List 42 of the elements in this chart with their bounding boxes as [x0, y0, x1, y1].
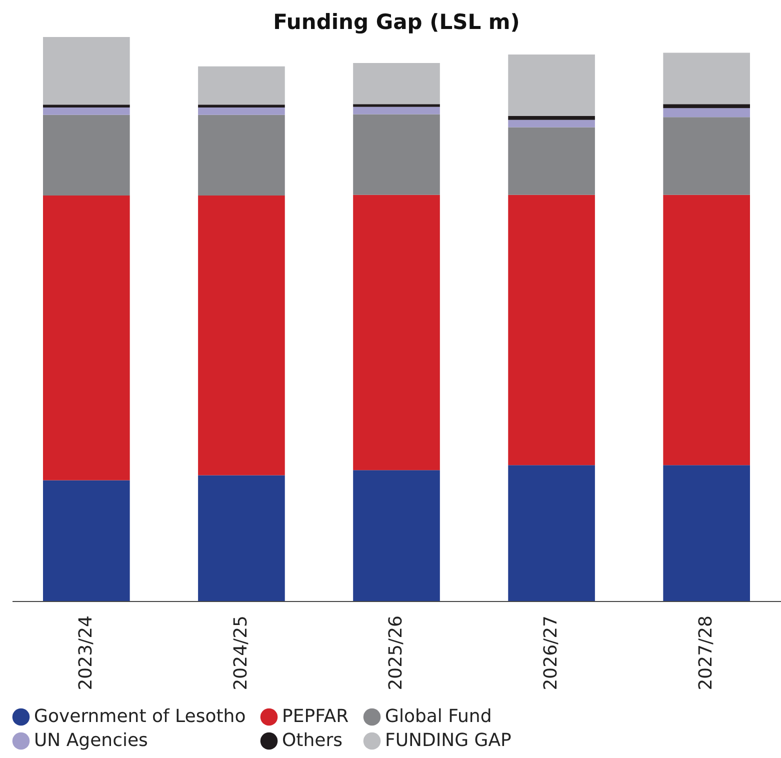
- bar: [43, 108, 130, 115]
- legend-label: Government of Lesotho: [34, 706, 246, 727]
- bar: [198, 195, 285, 476]
- bar: [353, 114, 440, 195]
- bar: [508, 116, 595, 120]
- bar: [198, 114, 285, 196]
- legend-label: FUNDING GAP: [385, 730, 512, 751]
- bar: [663, 465, 750, 601]
- bar: [508, 465, 595, 601]
- bar: [198, 66, 285, 105]
- bar: [663, 52, 750, 104]
- x-tick-label: 2023/24: [75, 616, 96, 690]
- bar: [663, 108, 750, 118]
- bar: [353, 62, 440, 104]
- legend-label: PEPFAR: [282, 706, 349, 727]
- bar: [43, 480, 130, 601]
- bar: [353, 106, 440, 114]
- bar: [508, 194, 595, 466]
- bar: [43, 37, 130, 105]
- bar: [353, 194, 440, 470]
- legend-label: Global Fund: [385, 706, 492, 727]
- bar: [198, 104, 285, 108]
- x-tick-label: 2025/26: [386, 616, 406, 690]
- bar: [43, 114, 130, 196]
- x-tick-label: 2027/28: [696, 616, 717, 690]
- bar: [508, 54, 595, 116]
- bar: [663, 117, 750, 195]
- bar: [508, 127, 595, 195]
- x-tick-label: 2026/27: [540, 616, 562, 690]
- bar: [663, 104, 750, 108]
- bar: [198, 475, 285, 601]
- bar: [43, 104, 130, 108]
- bar: [508, 120, 595, 128]
- legend-label: Others: [282, 730, 342, 751]
- legend-label: UN Agencies: [34, 730, 148, 751]
- bar: [198, 108, 285, 115]
- x-tick-label: 2024/25: [230, 616, 252, 690]
- bar: [353, 470, 440, 601]
- chart-title: Funding Gap (LSL m): [273, 10, 520, 34]
- bar: [663, 194, 750, 466]
- bar: [43, 195, 130, 480]
- bar: [353, 104, 440, 107]
